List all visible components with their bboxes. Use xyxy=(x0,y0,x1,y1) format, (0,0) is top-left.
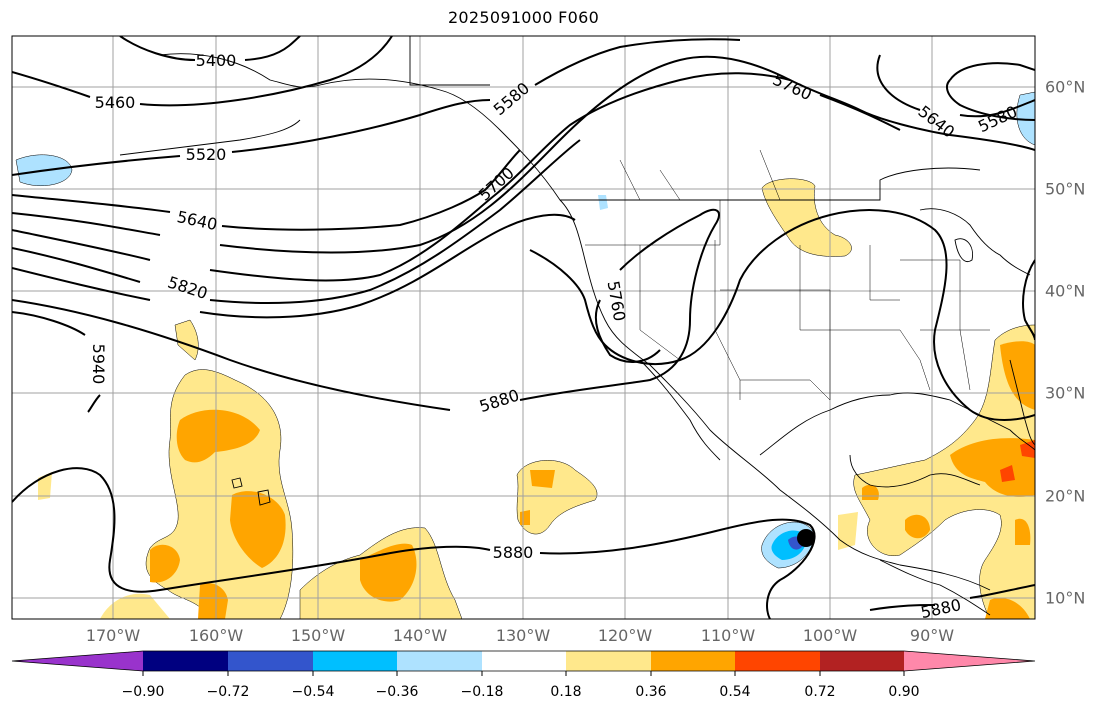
colorbar-tick-label: 0.90 xyxy=(888,684,920,700)
lat-label: 30°N xyxy=(1045,383,1086,403)
contour-label-5880: 5880 xyxy=(477,385,522,416)
colorbar-tick-label: 0.54 xyxy=(719,684,751,700)
contour-label-5820: 5820 xyxy=(165,272,210,303)
lon-label: 90°W xyxy=(909,626,955,645)
contour-label-5520: 5520 xyxy=(186,145,227,164)
lon-label: 110°W xyxy=(700,626,756,645)
map-title: 2025091000 F060 xyxy=(447,8,600,27)
colorbar-bin xyxy=(566,651,651,671)
contour-label-5640: 5640 xyxy=(175,207,219,234)
colorbar-tick-label: 0.36 xyxy=(635,684,667,700)
colorbar-bin xyxy=(397,651,482,671)
colorbar-bin xyxy=(228,651,313,671)
lat-label: 50°N xyxy=(1045,179,1086,199)
lat-label: 60°N xyxy=(1045,77,1086,97)
contour-label-5880-se: 5880 xyxy=(919,595,963,622)
colorbar-tick-label: −0.90 xyxy=(121,684,165,700)
lon-label: 170°W xyxy=(85,626,141,645)
colorbar-tick-label: −0.72 xyxy=(206,684,250,700)
colorbar-bin xyxy=(143,651,228,671)
lat-label: 40°N xyxy=(1045,281,1086,301)
geopotential-contours xyxy=(12,36,1035,619)
colorbar-bin xyxy=(651,651,735,671)
map-frame xyxy=(11,35,1036,620)
contour-label-5580-east: 5580 xyxy=(975,102,1020,136)
colorbar-bin xyxy=(313,651,397,671)
colorbar-min-arrow xyxy=(12,651,143,671)
colorbar-bin xyxy=(820,651,904,671)
colorbar-tick-label: −0.36 xyxy=(375,684,419,700)
colorbar-bin xyxy=(735,651,820,671)
contour-label-5940: 5940 xyxy=(89,344,108,385)
anomaly-shading xyxy=(15,91,1035,619)
colorbar-bin xyxy=(482,651,566,671)
lon-label: 130°W xyxy=(495,626,551,645)
lon-label: 100°W xyxy=(802,626,858,645)
contour-label-5880-south: 5880 xyxy=(493,543,534,562)
coastlines xyxy=(119,36,1035,616)
colorbar-tick-label: −0.54 xyxy=(291,684,335,700)
lon-label: 140°W xyxy=(392,626,448,645)
graticule xyxy=(12,36,1035,619)
lat-label: 20°N xyxy=(1045,486,1086,506)
colorbar-tick-label: 0.18 xyxy=(550,684,582,700)
contour-label-5700: 5700 xyxy=(475,163,518,204)
contour-label-5580: 5580 xyxy=(490,78,533,119)
contour-label-5460: 5460 xyxy=(95,93,136,112)
lat-label: 10°N xyxy=(1045,588,1086,608)
lon-label: 160°W xyxy=(188,626,244,645)
lon-label: 150°W xyxy=(290,626,346,645)
colorbar-max-arrow xyxy=(904,651,1035,671)
colorbar xyxy=(11,650,1036,676)
colorbar-tick-label: 0.72 xyxy=(804,684,836,700)
contour-label-5400: 5400 xyxy=(196,51,237,70)
colorbar-tick-label: −0.18 xyxy=(460,684,504,700)
lon-label: 120°W xyxy=(597,626,653,645)
contour-label-5760: 5760 xyxy=(770,70,815,104)
storm-center-dot xyxy=(797,529,815,547)
